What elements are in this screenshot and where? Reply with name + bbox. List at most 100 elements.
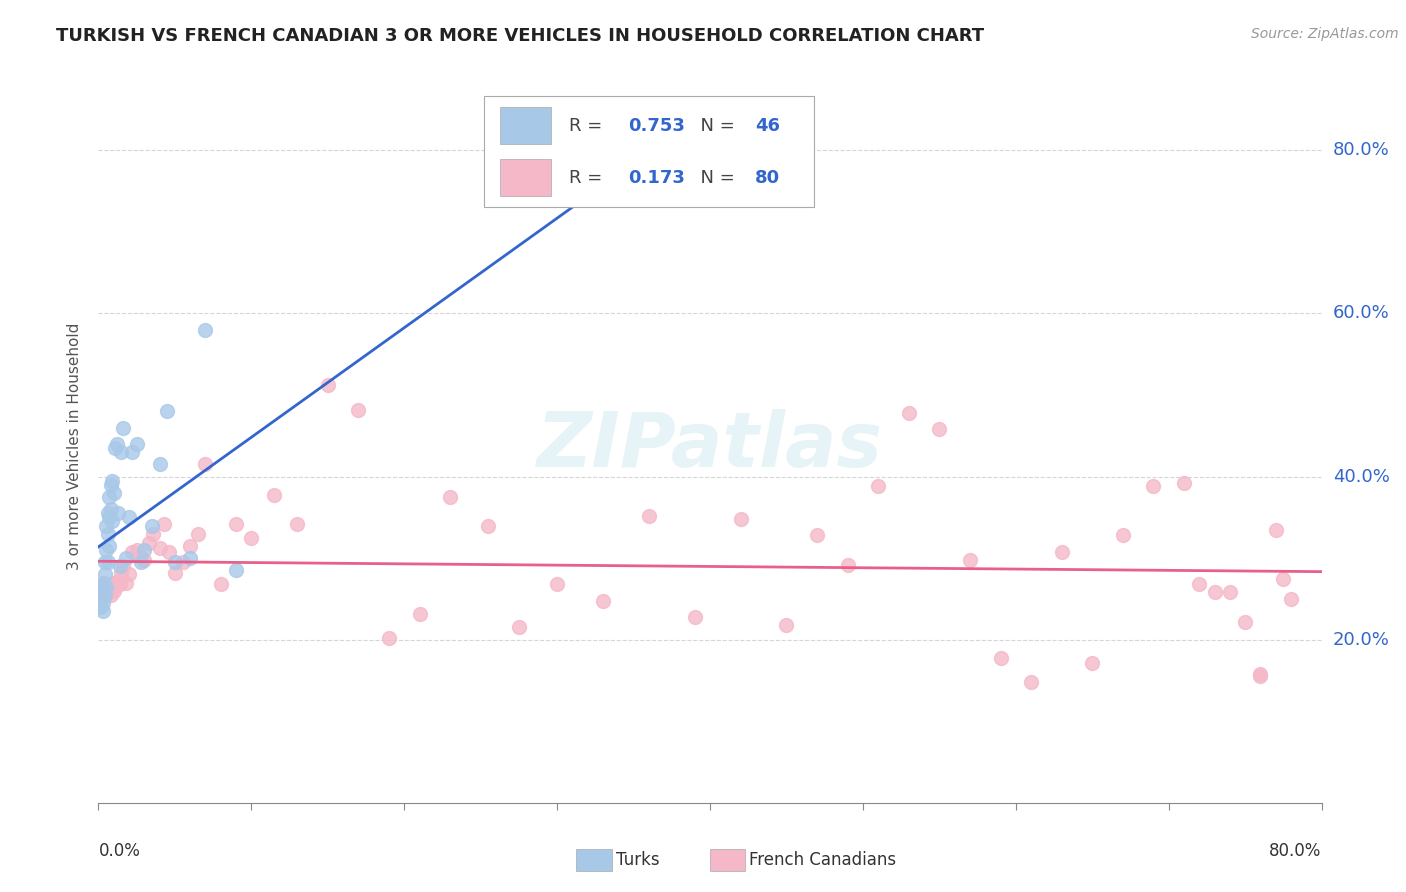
Point: [98, 580, 121, 594]
Point: [91, 583, 114, 598]
Point: [546, 577, 568, 591]
Point: [100, 588, 122, 602]
Point: [110, 566, 132, 580]
Point: [316, 378, 339, 392]
Point: [94, 580, 117, 594]
Point: [94, 518, 117, 533]
Point: [225, 563, 247, 577]
Point: [97, 526, 120, 541]
Point: [408, 607, 430, 621]
Point: [837, 558, 859, 572]
Point: [91, 575, 114, 590]
Point: [683, 610, 706, 624]
Text: 80.0%: 80.0%: [1333, 141, 1389, 160]
Point: [187, 526, 209, 541]
Point: [959, 553, 981, 567]
Point: [90, 600, 112, 615]
Point: [194, 323, 217, 337]
Point: [121, 445, 143, 459]
Point: [378, 631, 401, 645]
Point: [1050, 544, 1073, 558]
FancyBboxPatch shape: [499, 159, 551, 196]
FancyBboxPatch shape: [484, 96, 814, 207]
Point: [104, 441, 127, 455]
Point: [90, 583, 112, 598]
Point: [101, 474, 124, 488]
Point: [637, 508, 661, 523]
Point: [1142, 479, 1164, 493]
Point: [149, 541, 172, 556]
Point: [103, 486, 125, 500]
Point: [125, 437, 148, 451]
Point: [285, 516, 308, 531]
Point: [928, 422, 950, 436]
Text: R =: R =: [569, 117, 609, 135]
Point: [668, 127, 690, 141]
Point: [98, 510, 121, 524]
Point: [129, 555, 152, 569]
Point: [93, 567, 115, 582]
Point: [93, 588, 115, 602]
Text: ZIPatlas: ZIPatlas: [537, 409, 883, 483]
Point: [90, 580, 112, 594]
Point: [111, 420, 134, 434]
Point: [89, 600, 111, 615]
Point: [508, 620, 530, 634]
Point: [90, 588, 112, 602]
Text: Turks: Turks: [616, 851, 659, 869]
Point: [157, 544, 180, 558]
Point: [1112, 528, 1135, 542]
Point: [94, 577, 117, 591]
Point: [163, 555, 186, 569]
Point: [134, 553, 156, 567]
Point: [105, 577, 128, 591]
Point: [347, 402, 370, 417]
Text: 80: 80: [755, 169, 780, 186]
Point: [91, 575, 114, 590]
Point: [90, 588, 112, 602]
Point: [1249, 669, 1271, 683]
Text: 0.173: 0.173: [628, 169, 685, 186]
Point: [868, 479, 890, 493]
Point: [179, 551, 201, 566]
Point: [108, 577, 131, 591]
Point: [101, 515, 124, 529]
Text: French Canadians: French Canadians: [749, 851, 897, 869]
Point: [101, 582, 124, 596]
Point: [100, 477, 122, 491]
Point: [897, 406, 920, 420]
Point: [94, 588, 117, 602]
Text: Source: ZipAtlas.com: Source: ZipAtlas.com: [1251, 27, 1399, 41]
Point: [93, 555, 115, 569]
Point: [240, 531, 263, 545]
Point: [91, 596, 114, 610]
Point: [111, 559, 134, 574]
Point: [98, 585, 121, 599]
Point: [97, 506, 120, 520]
Point: [121, 544, 143, 558]
Y-axis label: 3 or more Vehicles in Household: 3 or more Vehicles in Household: [67, 322, 83, 570]
Point: [107, 506, 129, 520]
Text: 0.0%: 0.0%: [98, 842, 141, 860]
Point: [439, 490, 461, 504]
Text: N =: N =: [689, 117, 741, 135]
Point: [100, 502, 122, 516]
Point: [1173, 476, 1195, 491]
Text: 80.0%: 80.0%: [1270, 842, 1322, 860]
Point: [98, 539, 121, 553]
Point: [263, 487, 285, 501]
Text: N =: N =: [689, 169, 741, 186]
Point: [149, 458, 172, 472]
Point: [97, 582, 120, 596]
Point: [225, 516, 247, 531]
Point: [93, 580, 115, 594]
Point: [730, 512, 752, 526]
Point: [97, 555, 120, 569]
Text: TURKISH VS FRENCH CANADIAN 3 OR MORE VEHICLES IN HOUSEHOLD CORRELATION CHART: TURKISH VS FRENCH CANADIAN 3 OR MORE VEH…: [56, 27, 984, 45]
Point: [1188, 577, 1211, 591]
Text: 60.0%: 60.0%: [1333, 304, 1389, 323]
Point: [134, 543, 156, 558]
Point: [104, 580, 127, 594]
Point: [105, 437, 128, 451]
Point: [1081, 656, 1104, 670]
